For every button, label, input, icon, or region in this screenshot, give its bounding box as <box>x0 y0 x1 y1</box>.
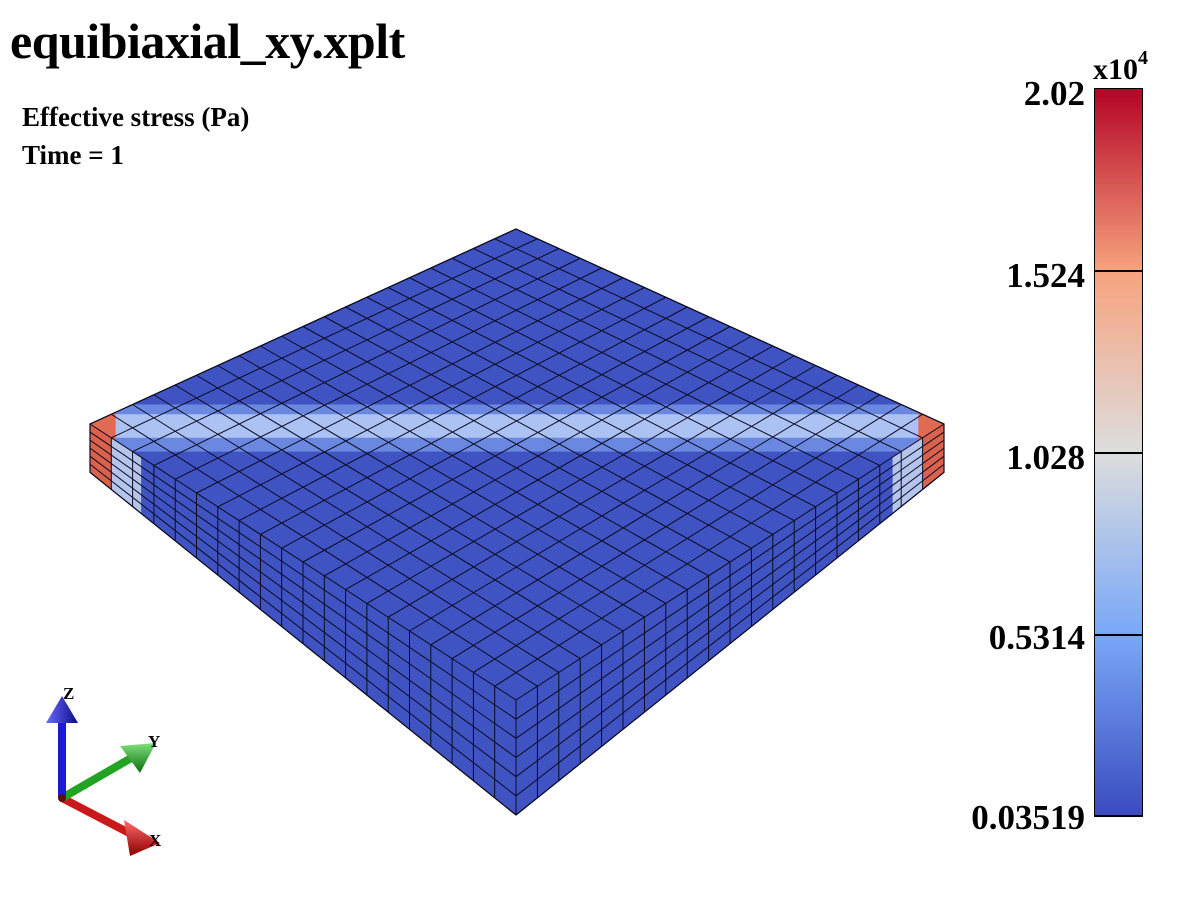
legend-label-max: 2.02 <box>1023 74 1085 113</box>
axis-label-x: X <box>149 831 162 850</box>
mesh-line <box>515 431 945 720</box>
colorbar-tick <box>1094 815 1143 817</box>
axis-label-z: Z <box>63 684 75 703</box>
mesh-line <box>281 335 709 577</box>
side-hotspot-left <box>90 424 112 490</box>
variable-label: Effective stress (Pa) <box>22 102 250 132</box>
stress-hotspot-right <box>918 412 944 441</box>
mesh-line <box>515 439 945 739</box>
stress-band-core <box>90 414 944 438</box>
side-band-right <box>892 437 923 514</box>
mesh-line <box>473 248 902 453</box>
mesh-line <box>345 306 774 535</box>
mesh-line <box>89 447 517 758</box>
mesh-line <box>387 287 816 508</box>
legend-multiplier-base: x10 <box>1093 53 1138 86</box>
legend-label-4: 0.5314 <box>988 618 1085 657</box>
legend-label-3: 1.028 <box>1006 438 1085 477</box>
y-axis-shaft <box>59 753 136 802</box>
mesh-outline <box>89 228 945 816</box>
mesh-line <box>451 257 881 466</box>
mesh-line <box>515 455 945 778</box>
triad-origin <box>58 794 66 802</box>
stress-hotspot-left <box>90 412 116 441</box>
axis-label-y: Y <box>148 732 161 751</box>
side-band-left <box>111 437 142 514</box>
mesh-line <box>217 365 645 618</box>
legend-multiplier-exponent: 4 <box>1138 47 1148 69</box>
colorbar-tick <box>1094 270 1143 272</box>
mesh-line <box>132 404 560 673</box>
mesh-line <box>430 267 859 480</box>
legend-multiplier: x104 <box>1093 48 1148 86</box>
mesh-line <box>302 326 731 563</box>
mesh-line <box>409 277 838 494</box>
mesh-line <box>89 439 517 739</box>
mesh-line <box>515 447 945 758</box>
mesh-model[interactable] <box>89 228 945 816</box>
y-axis-arrowhead <box>120 743 156 773</box>
x-axis-shaft <box>60 794 137 840</box>
mesh-line <box>196 374 624 632</box>
side-hotspot-right <box>922 424 944 490</box>
mesh-line <box>515 463 945 797</box>
mesh-line <box>174 384 602 646</box>
colorbar-tick <box>1094 452 1143 454</box>
legend-label-min: 0.03519 <box>971 798 1085 837</box>
mesh-line <box>153 394 581 660</box>
mesh-line <box>324 316 752 549</box>
top-face <box>90 229 944 700</box>
time-label: Time = 1 <box>22 140 124 170</box>
axis-triad <box>46 696 160 856</box>
mesh-line <box>89 463 517 797</box>
mesh-line <box>366 296 795 522</box>
model-title: equibiaxial_xy.xplt <box>10 13 405 69</box>
mesh-line <box>89 455 517 778</box>
legend-label-2: 1.524 <box>1006 256 1085 295</box>
colorbar-tick <box>1094 634 1143 636</box>
mesh-line <box>89 431 517 720</box>
mesh-line <box>494 238 923 439</box>
x-axis-arrowhead <box>124 820 160 856</box>
z-axis-arrowhead <box>46 696 78 723</box>
mesh-line <box>111 413 538 687</box>
3d-viewport[interactable] <box>0 0 1080 900</box>
mesh-line <box>238 355 667 604</box>
mesh-line <box>260 345 688 591</box>
